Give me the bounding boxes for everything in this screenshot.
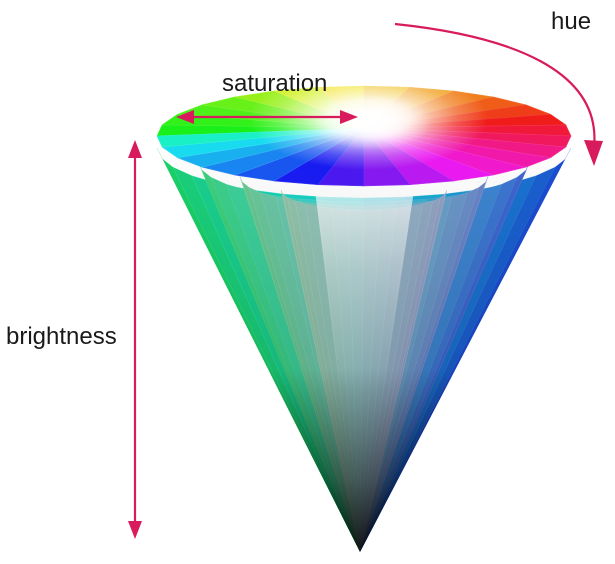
- hue-arrow-head-icon: [584, 140, 603, 166]
- hue-label: hue: [551, 8, 592, 35]
- saturation-arrow: [176, 110, 358, 124]
- saturation-label: saturation: [222, 70, 328, 97]
- saturation-arrow-right-head-icon: [340, 110, 358, 124]
- cone-dark-fade: [157, 140, 571, 552]
- saturation-arrow-left-head-icon: [176, 110, 194, 124]
- brightness-label: brightness: [6, 323, 117, 350]
- color-cone: [156, 66, 572, 552]
- brightness-arrow-top-head-icon: [128, 140, 142, 158]
- brightness-arrow: [128, 140, 142, 539]
- cone-body: [157, 140, 571, 552]
- hue-arrow-curve: [394, 22, 596, 149]
- hue-arrow: [394, 22, 603, 166]
- cone-top-white-core: [312, 94, 432, 150]
- brightness-arrow-bottom-head-icon: [128, 521, 142, 539]
